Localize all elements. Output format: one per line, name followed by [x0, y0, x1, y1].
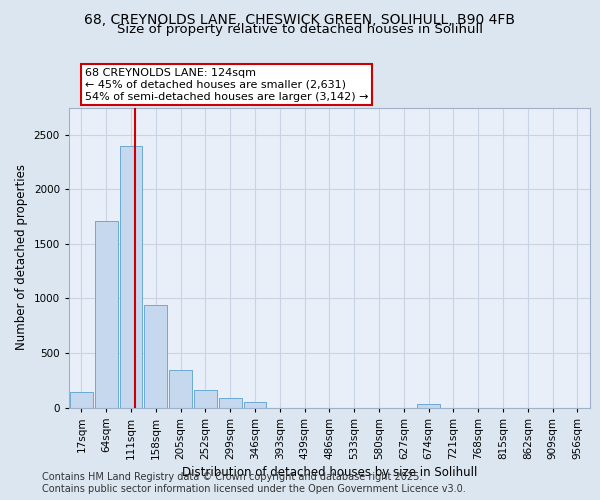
- Text: Size of property relative to detached houses in Solihull: Size of property relative to detached ho…: [117, 24, 483, 36]
- X-axis label: Distribution of detached houses by size in Solihull: Distribution of detached houses by size …: [182, 466, 477, 478]
- Text: 68 CREYNOLDS LANE: 124sqm
← 45% of detached houses are smaller (2,631)
54% of se: 68 CREYNOLDS LANE: 124sqm ← 45% of detac…: [85, 68, 368, 102]
- Y-axis label: Number of detached properties: Number of detached properties: [15, 164, 28, 350]
- Bar: [244, 402, 266, 407]
- Bar: [95, 221, 118, 408]
- Bar: [417, 404, 440, 407]
- Bar: [119, 146, 142, 407]
- Bar: [169, 370, 192, 408]
- Text: Contains HM Land Registry data © Crown copyright and database right 2025.: Contains HM Land Registry data © Crown c…: [42, 472, 422, 482]
- Bar: [194, 390, 217, 407]
- Text: 68, CREYNOLDS LANE, CHESWICK GREEN, SOLIHULL, B90 4FB: 68, CREYNOLDS LANE, CHESWICK GREEN, SOLI…: [85, 12, 515, 26]
- Bar: [145, 305, 167, 408]
- Text: Contains public sector information licensed under the Open Government Licence v3: Contains public sector information licen…: [42, 484, 466, 494]
- Bar: [70, 392, 93, 407]
- Bar: [219, 398, 242, 407]
